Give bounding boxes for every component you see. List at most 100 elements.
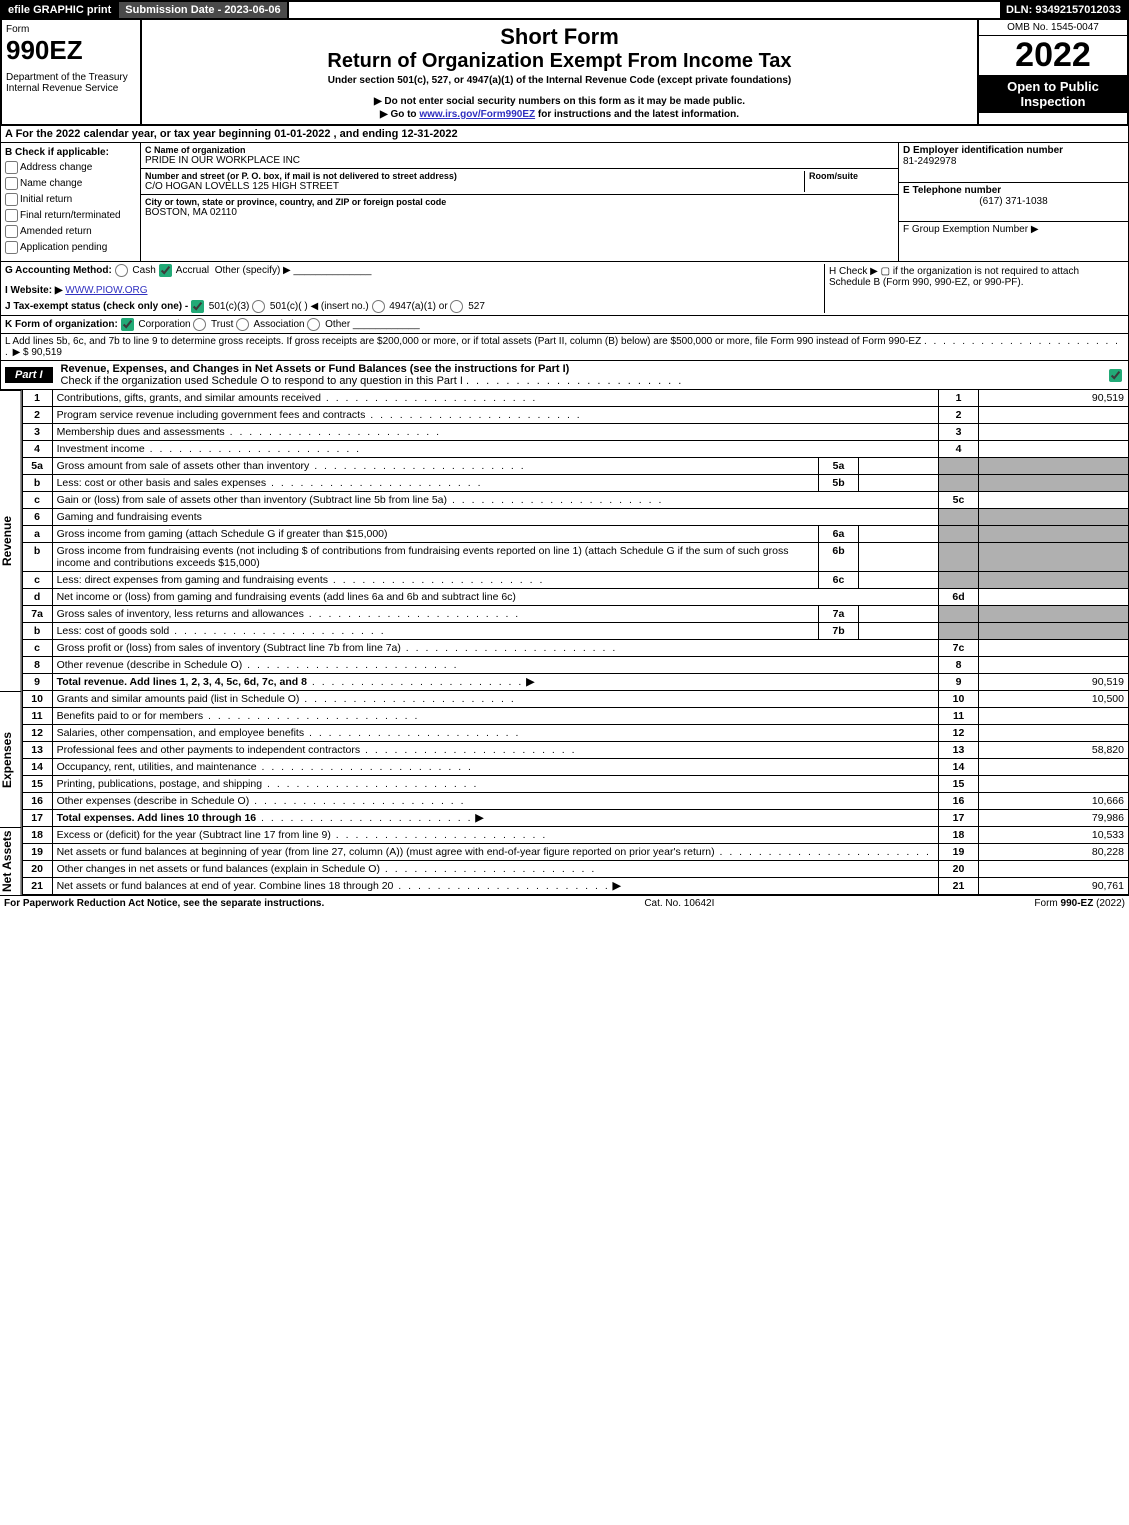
c-name-head: C Name of organization — [145, 145, 894, 155]
radio-4947[interactable] — [372, 300, 385, 313]
chk-application-pending[interactable]: Application pending — [5, 241, 136, 254]
l-row: L Add lines 5b, 6c, and 7b to line 9 to … — [0, 334, 1129, 361]
radio-501c[interactable] — [252, 300, 265, 313]
radio-association[interactable] — [236, 318, 249, 331]
line-11: 11Benefits paid to or for members11 — [22, 708, 1128, 725]
line-2: 2Program service revenue including gover… — [22, 407, 1128, 424]
side-netassets: Net Assets — [0, 827, 22, 895]
dln-label: DLN: 93492157012033 — [1000, 2, 1127, 18]
line-6a: aGross income from gaming (attach Schedu… — [22, 526, 1128, 543]
chk-initial-return[interactable]: Initial return — [5, 193, 136, 206]
page-footer: For Paperwork Reduction Act Notice, see … — [0, 895, 1129, 911]
radio-cash[interactable] — [115, 264, 128, 277]
line-3: 3Membership dues and assessments3 — [22, 424, 1128, 441]
chk-schedule-o[interactable] — [1109, 369, 1122, 382]
radio-trust[interactable] — [193, 318, 206, 331]
header-left: Form 990EZ Department of the Treasury In… — [2, 20, 142, 124]
section-gh: G Accounting Method: Cash Accrual Other … — [0, 262, 1129, 316]
side-expenses: Expenses — [0, 691, 22, 827]
chk-final-return[interactable]: Final return/terminated — [5, 209, 136, 222]
i-row: I Website: ▶ WWW.PIOW.ORG — [5, 285, 824, 296]
subtitle-3: ▶ Go to www.irs.gov/Form990EZ for instru… — [146, 109, 973, 120]
side-revenue: Revenue — [0, 390, 22, 691]
c-street-head: Number and street (or P. O. box, if mail… — [145, 171, 804, 181]
subtitle-2: ▶ Do not enter social security numbers o… — [146, 96, 973, 107]
header-center: Short Form Return of Organization Exempt… — [142, 20, 977, 124]
chk-name-change[interactable]: Name change — [5, 177, 136, 190]
chk-corporation[interactable] — [121, 318, 134, 331]
part1-title: Revenue, Expenses, and Changes in Net As… — [61, 363, 570, 375]
f-head: F Group Exemption Number ▶ — [903, 224, 1124, 235]
ein-value: 81-2492978 — [903, 156, 1124, 167]
irs-link[interactable]: www.irs.gov/Form990EZ — [419, 109, 535, 120]
line-12: 12Salaries, other compensation, and empl… — [22, 725, 1128, 742]
line-18: 18Excess or (deficit) for the year (Subt… — [22, 827, 1128, 844]
line-1: 1Contributions, gifts, grants, and simil… — [22, 390, 1128, 407]
omb-number: OMB No. 1545-0047 — [979, 20, 1127, 36]
form-title: Return of Organization Exempt From Incom… — [146, 50, 973, 73]
efile-label[interactable]: efile GRAPHIC print — [2, 2, 119, 18]
line-8: 8Other revenue (describe in Schedule O)8 — [22, 657, 1128, 674]
line-7b: bLess: cost of goods sold7b — [22, 623, 1128, 640]
line-20: 20Other changes in net assets or fund ba… — [22, 861, 1128, 878]
h-side: H Check ▶ ▢ if the organization is not r… — [824, 264, 1124, 313]
gross-receipts-amount: ▶ $ 90,519 — [13, 347, 62, 358]
part1-label: Part I — [5, 367, 53, 383]
org-city: BOSTON, MA 02110 — [145, 207, 894, 218]
line-13: 13Professional fees and other payments t… — [22, 742, 1128, 759]
header-right: OMB No. 1545-0047 2022 Open to Public In… — [977, 20, 1127, 124]
chk-address-change[interactable]: Address change — [5, 161, 136, 174]
netassets-section: Net Assets 18Excess or (deficit) for the… — [0, 827, 1129, 895]
section-a: A For the 2022 calendar year, or tax yea… — [0, 126, 1129, 143]
column-c: C Name of organization PRIDE IN OUR WORK… — [141, 143, 898, 261]
radio-527[interactable] — [450, 300, 463, 313]
tax-year: 2022 — [979, 36, 1127, 75]
department-label: Department of the Treasury Internal Reve… — [6, 72, 136, 94]
revenue-table: 1Contributions, gifts, grants, and simil… — [22, 390, 1129, 691]
footer-catno: Cat. No. 10642I — [644, 898, 714, 909]
j-row: J Tax-exempt status (check only one) - 5… — [5, 300, 824, 313]
footer-left: For Paperwork Reduction Act Notice, see … — [4, 898, 324, 909]
form-word: Form — [6, 24, 136, 35]
footer-right: Form 990-EZ (2022) — [1034, 898, 1125, 909]
line-7a: 7aGross sales of inventory, less returns… — [22, 606, 1128, 623]
line-6c: cLess: direct expenses from gaming and f… — [22, 572, 1128, 589]
section-bcdef: B Check if applicable: Address change Na… — [0, 143, 1129, 262]
k-row: K Form of organization: Corporation Trus… — [0, 316, 1129, 334]
line-16: 16Other expenses (describe in Schedule O… — [22, 793, 1128, 810]
b-label: B Check if applicable: — [5, 147, 136, 158]
radio-other-org[interactable] — [307, 318, 320, 331]
line-14: 14Occupancy, rent, utilities, and mainte… — [22, 759, 1128, 776]
column-def: D Employer identification number 81-2492… — [898, 143, 1128, 261]
e-head: E Telephone number — [903, 185, 1124, 196]
d-head: D Employer identification number — [903, 145, 1124, 156]
line-6b: bGross income from fundraising events (n… — [22, 543, 1128, 572]
form-header: Form 990EZ Department of the Treasury In… — [0, 20, 1129, 126]
line-4: 4Investment income4 — [22, 441, 1128, 458]
column-b: B Check if applicable: Address change Na… — [1, 143, 141, 261]
expenses-section: Expenses 10Grants and similar amounts pa… — [0, 691, 1129, 827]
c-room-head: Room/suite — [809, 171, 894, 181]
c-city-head: City or town, state or province, country… — [145, 197, 894, 207]
line-6: 6Gaming and fundraising events — [22, 509, 1128, 526]
line-5a: 5aGross amount from sale of assets other… — [22, 458, 1128, 475]
part1-check-text: Check if the organization used Schedule … — [61, 375, 463, 387]
line-15: 15Printing, publications, postage, and s… — [22, 776, 1128, 793]
line-17: 17Total expenses. Add lines 10 through 1… — [22, 810, 1128, 827]
line-9: 9Total revenue. Add lines 1, 2, 3, 4, 5c… — [22, 674, 1128, 691]
open-to-public: Open to Public Inspection — [979, 75, 1127, 113]
chk-accrual[interactable] — [159, 264, 172, 277]
line-5c: cGain or (loss) from sale of assets othe… — [22, 492, 1128, 509]
website-link[interactable]: WWW.PIOW.ORG — [65, 285, 147, 296]
line-7c: cGross profit or (loss) from sales of in… — [22, 640, 1128, 657]
revenue-section: Revenue 1Contributions, gifts, grants, a… — [0, 390, 1129, 691]
top-bar: efile GRAPHIC print Submission Date - 20… — [0, 0, 1129, 20]
form-number: 990EZ — [6, 35, 136, 66]
line-5b: bLess: cost or other basis and sales exp… — [22, 475, 1128, 492]
line-10: 10Grants and similar amounts paid (list … — [22, 691, 1128, 708]
org-street: C/O HOGAN LOVELLS 125 HIGH STREET — [145, 181, 804, 192]
org-name: PRIDE IN OUR WORKPLACE INC — [145, 155, 894, 166]
chk-501c3[interactable] — [191, 300, 204, 313]
chk-amended-return[interactable]: Amended return — [5, 225, 136, 238]
short-form-title: Short Form — [146, 24, 973, 50]
